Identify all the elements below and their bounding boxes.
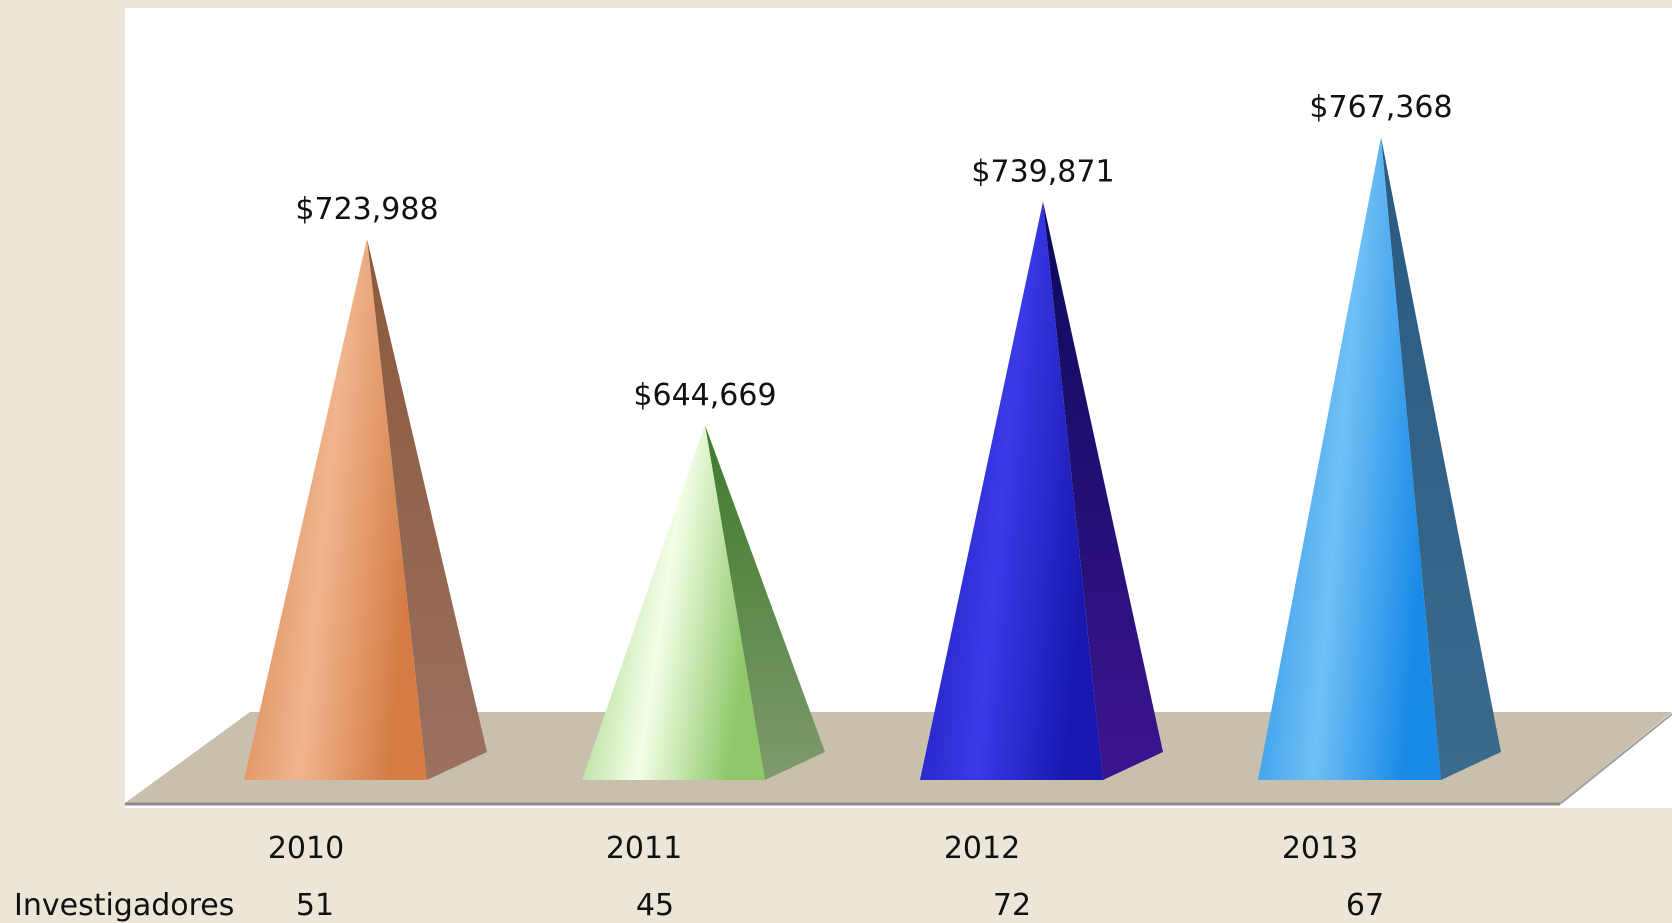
pyramid-side-2012: [1043, 201, 1163, 781]
value-label-2010: $723,988: [295, 192, 438, 227]
pyramid-front-2013: [1258, 137, 1441, 780]
floor-edge-right: [1559, 713, 1672, 805]
investigadores-value-2011: 45: [636, 888, 674, 923]
chart-labels: $723,988 2010 51 $644,669 2011 45 $739,871 2012…: [14, 90, 1453, 923]
pyramid-side-2010: [367, 238, 487, 781]
value-label-2013: $767,368: [1309, 90, 1452, 125]
category-label-2012: 2012: [944, 831, 1020, 866]
investigadores-row-label: Investigadores: [14, 888, 234, 923]
category-label-2010: 2010: [268, 831, 344, 866]
pyramid-marks: [244, 137, 1501, 781]
investigadores-value-2012: 72: [993, 888, 1031, 923]
investigadores-value-2013: 67: [1346, 888, 1384, 923]
category-label-2013: 2013: [1282, 831, 1358, 866]
category-label-2011: 2011: [606, 831, 682, 866]
pyramid-front-2012: [920, 201, 1103, 781]
investigadores-value-2010: 51: [296, 888, 334, 923]
pyramid-front-2010: [244, 238, 427, 781]
pyramid-side-2011: [705, 425, 825, 780]
pyramid-front-2011: [582, 425, 765, 780]
value-label-2011: $644,669: [633, 378, 776, 413]
value-label-2012: $739,871: [971, 155, 1114, 190]
pyramid-side-2013: [1381, 137, 1501, 780]
